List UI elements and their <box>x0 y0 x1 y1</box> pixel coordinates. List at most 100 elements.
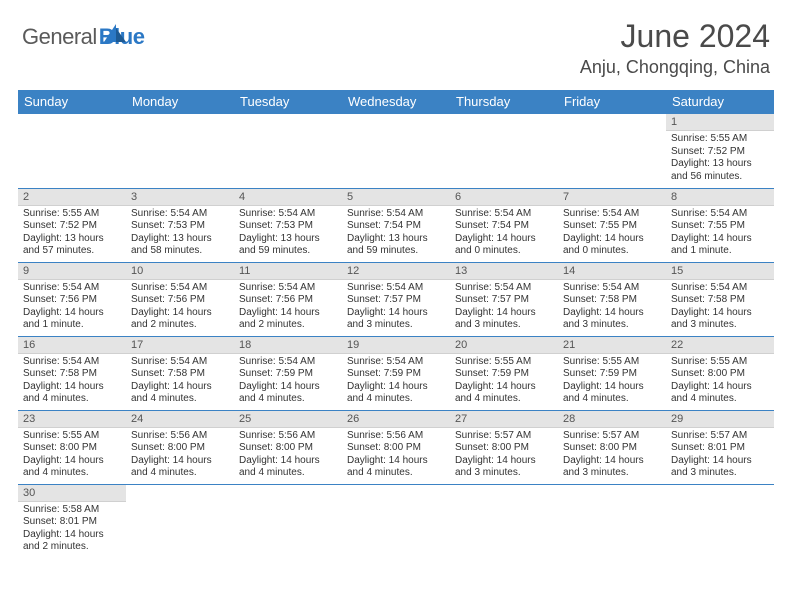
day-number: 8 <box>666 189 774 206</box>
day-content: Sunrise: 5:54 AMSunset: 7:55 PMDaylight:… <box>666 206 774 261</box>
calendar-row: 23Sunrise: 5:55 AMSunset: 8:00 PMDayligh… <box>18 410 774 484</box>
calendar-cell: 19Sunrise: 5:54 AMSunset: 7:59 PMDayligh… <box>342 336 450 410</box>
day-number: 14 <box>558 263 666 280</box>
day-content: Sunrise: 5:55 AMSunset: 7:52 PMDaylight:… <box>18 206 126 261</box>
weekday-header: Sunday <box>18 90 126 114</box>
calendar-cell: 2Sunrise: 5:55 AMSunset: 7:52 PMDaylight… <box>18 188 126 262</box>
location-label: Anju, Chongqing, China <box>580 57 770 78</box>
calendar-cell: . <box>342 114 450 188</box>
day-number: 22 <box>666 337 774 354</box>
day-number: 26 <box>342 411 450 428</box>
day-content: Sunrise: 5:56 AMSunset: 8:00 PMDaylight:… <box>234 428 342 483</box>
day-content: Sunrise: 5:54 AMSunset: 7:58 PMDaylight:… <box>666 280 774 335</box>
calendar-cell: . <box>342 484 450 558</box>
day-number: 20 <box>450 337 558 354</box>
brand-part1: General <box>22 24 97 50</box>
day-content: Sunrise: 5:56 AMSunset: 8:00 PMDaylight:… <box>342 428 450 483</box>
calendar-cell: 8Sunrise: 5:54 AMSunset: 7:55 PMDaylight… <box>666 188 774 262</box>
day-number: 17 <box>126 337 234 354</box>
day-number: 25 <box>234 411 342 428</box>
title-block: June 2024 Anju, Chongqing, China <box>580 18 770 78</box>
day-number: 28 <box>558 411 666 428</box>
day-content: Sunrise: 5:54 AMSunset: 7:58 PMDaylight:… <box>126 354 234 409</box>
day-number: 30 <box>18 485 126 502</box>
calendar-cell: . <box>558 484 666 558</box>
day-content: Sunrise: 5:57 AMSunset: 8:00 PMDaylight:… <box>450 428 558 483</box>
brand-logo: GeneralBlue <box>22 24 144 50</box>
day-content: Sunrise: 5:54 AMSunset: 7:59 PMDaylight:… <box>342 354 450 409</box>
calendar-cell: 22Sunrise: 5:55 AMSunset: 8:00 PMDayligh… <box>666 336 774 410</box>
day-content: Sunrise: 5:57 AMSunset: 8:01 PMDaylight:… <box>666 428 774 483</box>
day-content: Sunrise: 5:55 AMSunset: 7:52 PMDaylight:… <box>666 131 774 186</box>
page-title: June 2024 <box>580 18 770 55</box>
calendar-cell: 16Sunrise: 5:54 AMSunset: 7:58 PMDayligh… <box>18 336 126 410</box>
calendar-cell: . <box>18 114 126 188</box>
calendar-cell: . <box>558 114 666 188</box>
calendar-cell: 21Sunrise: 5:55 AMSunset: 7:59 PMDayligh… <box>558 336 666 410</box>
calendar-cell: 27Sunrise: 5:57 AMSunset: 8:00 PMDayligh… <box>450 410 558 484</box>
calendar-cell: 28Sunrise: 5:57 AMSunset: 8:00 PMDayligh… <box>558 410 666 484</box>
day-content: Sunrise: 5:54 AMSunset: 7:57 PMDaylight:… <box>342 280 450 335</box>
sail-icon <box>102 22 130 44</box>
weekday-header: Monday <box>126 90 234 114</box>
day-number: 19 <box>342 337 450 354</box>
weekday-header: Saturday <box>666 90 774 114</box>
calendar-cell: . <box>234 114 342 188</box>
calendar-row: 9Sunrise: 5:54 AMSunset: 7:56 PMDaylight… <box>18 262 774 336</box>
weekday-header: Tuesday <box>234 90 342 114</box>
calendar-cell: 15Sunrise: 5:54 AMSunset: 7:58 PMDayligh… <box>666 262 774 336</box>
day-content: Sunrise: 5:54 AMSunset: 7:56 PMDaylight:… <box>18 280 126 335</box>
day-content: Sunrise: 5:54 AMSunset: 7:56 PMDaylight:… <box>126 280 234 335</box>
day-content: Sunrise: 5:54 AMSunset: 7:54 PMDaylight:… <box>450 206 558 261</box>
calendar-row: 16Sunrise: 5:54 AMSunset: 7:58 PMDayligh… <box>18 336 774 410</box>
calendar-cell: . <box>450 114 558 188</box>
day-content: Sunrise: 5:54 AMSunset: 7:57 PMDaylight:… <box>450 280 558 335</box>
day-number: 3 <box>126 189 234 206</box>
calendar-cell: 17Sunrise: 5:54 AMSunset: 7:58 PMDayligh… <box>126 336 234 410</box>
calendar-cell: . <box>126 114 234 188</box>
day-content: Sunrise: 5:54 AMSunset: 7:56 PMDaylight:… <box>234 280 342 335</box>
calendar-row: ......1Sunrise: 5:55 AMSunset: 7:52 PMDa… <box>18 114 774 188</box>
day-number: 29 <box>666 411 774 428</box>
calendar-cell: 25Sunrise: 5:56 AMSunset: 8:00 PMDayligh… <box>234 410 342 484</box>
day-number: 1 <box>666 114 774 131</box>
day-number: 13 <box>450 263 558 280</box>
calendar-cell: . <box>450 484 558 558</box>
calendar-cell: 3Sunrise: 5:54 AMSunset: 7:53 PMDaylight… <box>126 188 234 262</box>
day-content: Sunrise: 5:55 AMSunset: 7:59 PMDaylight:… <box>450 354 558 409</box>
calendar-cell: 29Sunrise: 5:57 AMSunset: 8:01 PMDayligh… <box>666 410 774 484</box>
day-number: 24 <box>126 411 234 428</box>
day-number: 4 <box>234 189 342 206</box>
day-content: Sunrise: 5:54 AMSunset: 7:59 PMDaylight:… <box>234 354 342 409</box>
calendar-cell: 20Sunrise: 5:55 AMSunset: 7:59 PMDayligh… <box>450 336 558 410</box>
calendar-cell: 14Sunrise: 5:54 AMSunset: 7:58 PMDayligh… <box>558 262 666 336</box>
day-content: Sunrise: 5:55 AMSunset: 7:59 PMDaylight:… <box>558 354 666 409</box>
calendar-cell: 4Sunrise: 5:54 AMSunset: 7:53 PMDaylight… <box>234 188 342 262</box>
day-content: Sunrise: 5:55 AMSunset: 8:00 PMDaylight:… <box>666 354 774 409</box>
calendar-cell: 10Sunrise: 5:54 AMSunset: 7:56 PMDayligh… <box>126 262 234 336</box>
calendar-cell: 5Sunrise: 5:54 AMSunset: 7:54 PMDaylight… <box>342 188 450 262</box>
day-content: Sunrise: 5:57 AMSunset: 8:00 PMDaylight:… <box>558 428 666 483</box>
calendar-row: 30Sunrise: 5:58 AMSunset: 8:01 PMDayligh… <box>18 484 774 558</box>
calendar-cell: 11Sunrise: 5:54 AMSunset: 7:56 PMDayligh… <box>234 262 342 336</box>
day-content: Sunrise: 5:58 AMSunset: 8:01 PMDaylight:… <box>18 502 126 557</box>
day-number: 10 <box>126 263 234 280</box>
day-content: Sunrise: 5:54 AMSunset: 7:53 PMDaylight:… <box>126 206 234 261</box>
day-content: Sunrise: 5:56 AMSunset: 8:00 PMDaylight:… <box>126 428 234 483</box>
calendar-cell: 9Sunrise: 5:54 AMSunset: 7:56 PMDaylight… <box>18 262 126 336</box>
header: GeneralBlue June 2024 Anju, Chongqing, C… <box>18 18 774 90</box>
calendar-cell: 18Sunrise: 5:54 AMSunset: 7:59 PMDayligh… <box>234 336 342 410</box>
calendar-cell: 12Sunrise: 5:54 AMSunset: 7:57 PMDayligh… <box>342 262 450 336</box>
day-content: Sunrise: 5:54 AMSunset: 7:58 PMDaylight:… <box>18 354 126 409</box>
calendar-table: Sunday Monday Tuesday Wednesday Thursday… <box>18 90 774 558</box>
calendar-cell: 1Sunrise: 5:55 AMSunset: 7:52 PMDaylight… <box>666 114 774 188</box>
day-number: 23 <box>18 411 126 428</box>
day-number: 18 <box>234 337 342 354</box>
day-number: 27 <box>450 411 558 428</box>
day-number: 12 <box>342 263 450 280</box>
day-content: Sunrise: 5:54 AMSunset: 7:58 PMDaylight:… <box>558 280 666 335</box>
calendar-cell: 7Sunrise: 5:54 AMSunset: 7:55 PMDaylight… <box>558 188 666 262</box>
calendar-cell: 13Sunrise: 5:54 AMSunset: 7:57 PMDayligh… <box>450 262 558 336</box>
day-number: 15 <box>666 263 774 280</box>
weekday-header: Friday <box>558 90 666 114</box>
